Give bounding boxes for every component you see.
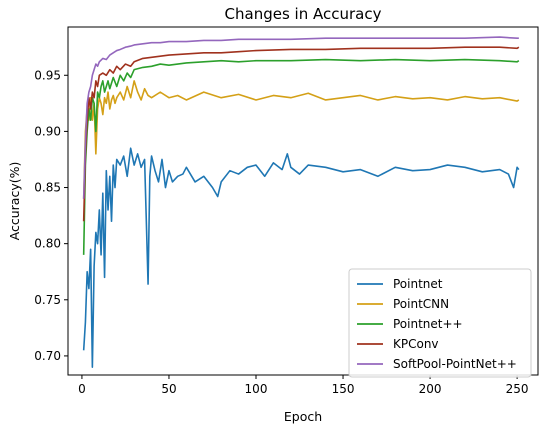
legend-label: Pointnet++ bbox=[393, 317, 463, 331]
y-tick-label: 0.95 bbox=[34, 68, 61, 82]
legend: Pointnet PointCNN Pointnet++ KPConv SoftPool… bbox=[348, 268, 532, 378]
x-tick-label: 100 bbox=[245, 382, 268, 396]
x-tick-label: 0 bbox=[78, 382, 86, 396]
y-tick-label: 0.80 bbox=[34, 237, 61, 251]
legend-label: Pointnet bbox=[393, 277, 443, 291]
series-layer bbox=[82, 36, 520, 368]
series-line-0 bbox=[82, 147, 520, 368]
series-line-4 bbox=[82, 36, 519, 199]
plot-frame bbox=[67, 26, 539, 376]
legend-label: KPConv bbox=[393, 337, 439, 351]
legend-box bbox=[348, 268, 532, 378]
series-line-1 bbox=[82, 80, 520, 199]
y-tick-label: 0.85 bbox=[34, 181, 61, 195]
x-tick-label: 200 bbox=[419, 382, 442, 396]
x-axis-label: Epoch bbox=[284, 409, 322, 424]
legend-label: PointCNN bbox=[393, 297, 449, 311]
series-line-2 bbox=[82, 58, 520, 255]
x-tick-label: 150 bbox=[332, 382, 355, 396]
legend-label: SoftPool-PointNet++ bbox=[393, 357, 517, 371]
chart-title: Changes in Accuracy bbox=[225, 5, 382, 23]
x-tick-label: 250 bbox=[506, 382, 529, 396]
series-line-3 bbox=[82, 46, 520, 222]
y-tick-label: 0.90 bbox=[34, 124, 61, 138]
x-tick-label: 50 bbox=[161, 382, 176, 396]
x-axis-ticks: 0 50 100 150 200 250 bbox=[78, 375, 529, 396]
y-axis-label: Accuracy(%) bbox=[7, 162, 22, 241]
y-axis-ticks: 0.70 0.75 0.80 0.85 0.90 0.95 bbox=[34, 68, 68, 363]
y-tick-label: 0.70 bbox=[34, 349, 61, 363]
y-tick-label: 0.75 bbox=[34, 293, 61, 307]
